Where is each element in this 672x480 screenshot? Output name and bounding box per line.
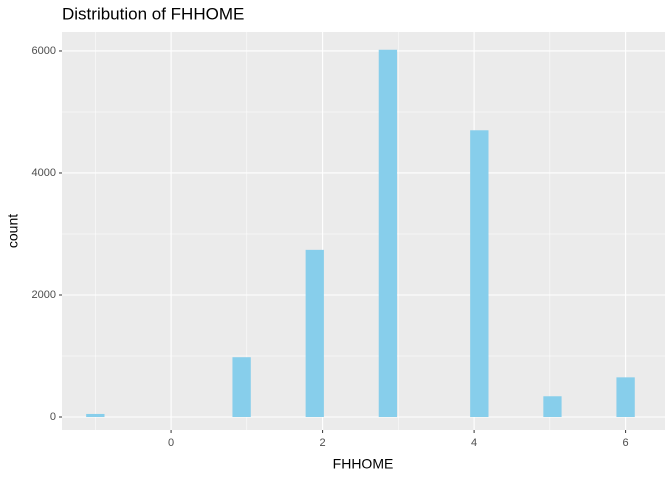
panel bbox=[62, 32, 665, 430]
y-tick-label: 6000 bbox=[32, 45, 56, 57]
x-tick-label: 4 bbox=[471, 437, 477, 449]
y-tick-label: 0 bbox=[50, 411, 56, 423]
bar bbox=[470, 130, 489, 418]
x-axis-title: FHHOME bbox=[333, 456, 394, 472]
x-tick-label: 0 bbox=[168, 437, 174, 449]
bar bbox=[616, 377, 635, 418]
bar bbox=[86, 413, 105, 418]
bar bbox=[543, 396, 562, 418]
bar bbox=[305, 249, 324, 418]
x-tick-label: 2 bbox=[320, 437, 326, 449]
bar bbox=[232, 357, 251, 418]
chart-title: Distribution of FHHOME bbox=[62, 4, 244, 23]
y-tick-label: 2000 bbox=[32, 289, 56, 301]
y-axis-title: count bbox=[5, 214, 21, 248]
y-tick-label: 4000 bbox=[32, 167, 56, 179]
x-tick-label: 6 bbox=[623, 437, 629, 449]
bar bbox=[378, 49, 398, 418]
